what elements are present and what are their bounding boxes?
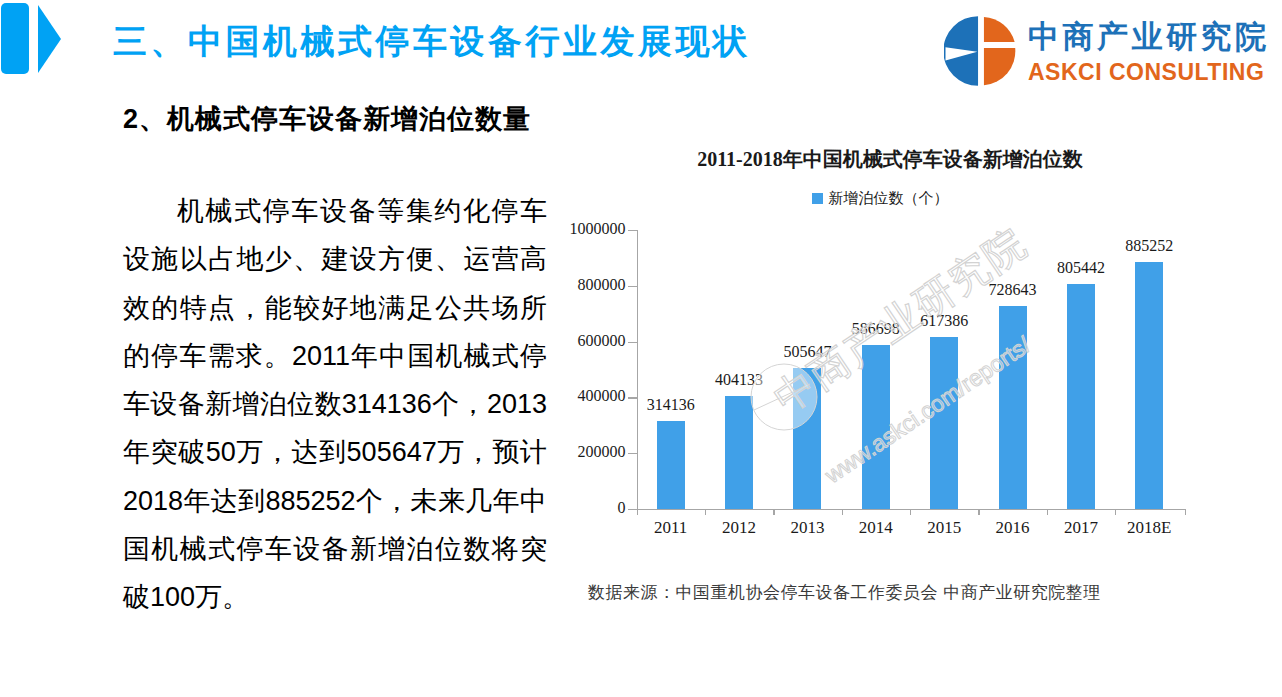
x-axis-label: 2016 <box>978 518 1046 538</box>
x-tick <box>1185 509 1186 515</box>
y-tick <box>628 286 637 287</box>
source-note: 数据来源：中国重机协会停车设备工作委员会 中商产业研究院整理 <box>588 581 1101 604</box>
y-axis-label: 200000 <box>536 443 626 461</box>
y-axis-label: 600000 <box>536 332 626 350</box>
y-axis-line <box>637 230 638 509</box>
watermark: 中商产业研究院 www.askci.com/reports/ <box>640 218 1140 518</box>
y-axis-label: 800000 <box>536 276 626 294</box>
x-axis-label: 2015 <box>910 518 978 538</box>
x-axis-label: 2018E <box>1115 518 1183 538</box>
x-tick <box>637 509 638 515</box>
x-axis-label: 2013 <box>773 518 841 538</box>
x-axis-label: 2017 <box>1047 518 1115 538</box>
x-axis-label: 2011 <box>637 518 705 538</box>
y-tick <box>628 453 637 454</box>
x-axis-label: 2012 <box>705 518 773 538</box>
y-axis-label: 400000 <box>536 387 626 405</box>
y-tick <box>628 342 637 343</box>
y-axis-label: 0 <box>536 499 626 517</box>
y-tick <box>628 230 637 231</box>
slide: 三、中国机械式停车设备行业发展现状 中商产业研究院 ASKCI CONSULTI… <box>0 0 1282 697</box>
watermark-text: 中商产业研究院 <box>766 220 1034 421</box>
x-axis-label: 2014 <box>842 518 910 538</box>
y-tick <box>628 509 637 510</box>
y-axis-label: 1000000 <box>536 220 626 238</box>
